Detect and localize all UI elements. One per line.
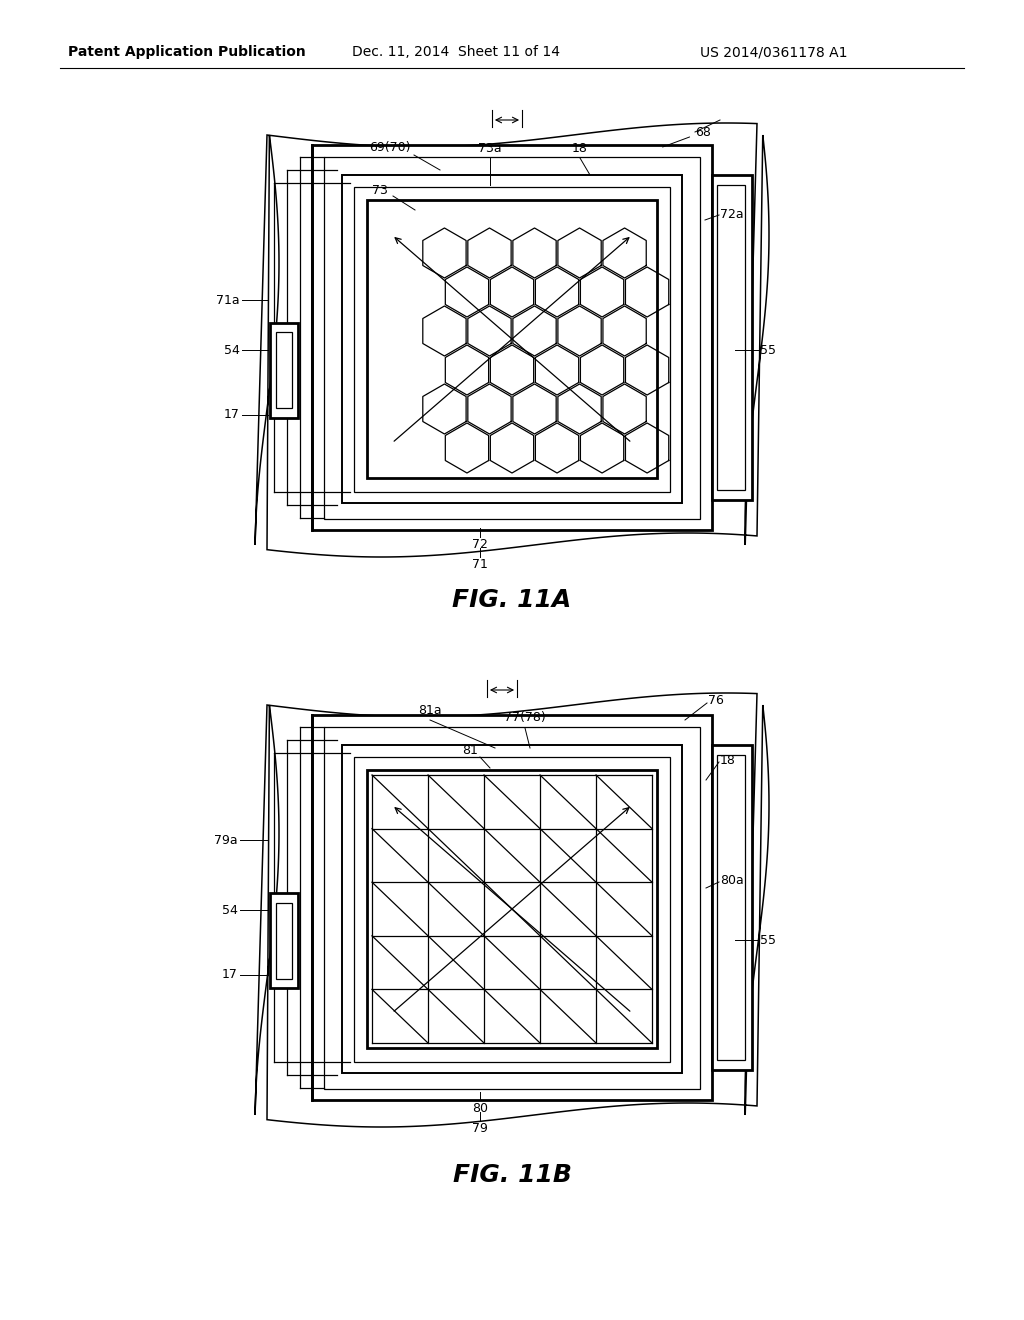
Text: 72a: 72a bbox=[720, 209, 743, 222]
PathPatch shape bbox=[255, 693, 769, 1127]
Text: 71: 71 bbox=[472, 558, 488, 572]
Text: 73: 73 bbox=[372, 183, 388, 197]
Text: 55: 55 bbox=[760, 343, 776, 356]
Text: 55: 55 bbox=[760, 933, 776, 946]
Text: FIG. 11A: FIG. 11A bbox=[453, 587, 571, 612]
Text: 18: 18 bbox=[720, 754, 736, 767]
Bar bbox=[712, 176, 752, 500]
Bar bbox=[276, 903, 292, 979]
Bar bbox=[276, 333, 292, 408]
PathPatch shape bbox=[255, 123, 769, 557]
Text: 54: 54 bbox=[222, 903, 238, 916]
Text: FIG. 11B: FIG. 11B bbox=[453, 1163, 571, 1187]
Bar bbox=[270, 323, 298, 418]
Bar bbox=[367, 770, 657, 1048]
Text: 79: 79 bbox=[472, 1122, 488, 1134]
Text: 71a: 71a bbox=[216, 293, 240, 306]
Bar bbox=[324, 727, 700, 1089]
Text: Patent Application Publication: Patent Application Publication bbox=[68, 45, 306, 59]
Bar bbox=[717, 755, 745, 1060]
Bar bbox=[342, 176, 682, 503]
Text: 81a: 81a bbox=[418, 704, 441, 717]
Text: 54: 54 bbox=[224, 343, 240, 356]
Bar bbox=[270, 894, 298, 987]
Text: 77(78): 77(78) bbox=[504, 711, 546, 725]
Bar bbox=[312, 145, 712, 531]
Text: 68: 68 bbox=[663, 125, 711, 147]
Text: 18: 18 bbox=[572, 141, 588, 154]
Text: 69(70): 69(70) bbox=[370, 141, 411, 154]
Text: 17: 17 bbox=[222, 969, 238, 982]
Text: 72: 72 bbox=[472, 539, 488, 552]
Text: Dec. 11, 2014  Sheet 11 of 14: Dec. 11, 2014 Sheet 11 of 14 bbox=[352, 45, 560, 59]
Bar bbox=[717, 185, 745, 490]
Text: 80: 80 bbox=[472, 1101, 488, 1114]
Text: 17: 17 bbox=[224, 408, 240, 421]
Bar bbox=[324, 157, 700, 519]
Text: US 2014/0361178 A1: US 2014/0361178 A1 bbox=[700, 45, 848, 59]
Text: 81: 81 bbox=[462, 743, 478, 756]
Bar bbox=[712, 744, 752, 1071]
Text: 79a: 79a bbox=[214, 833, 238, 846]
Bar bbox=[354, 756, 670, 1063]
Bar bbox=[342, 744, 682, 1073]
Text: 76: 76 bbox=[708, 693, 724, 706]
Bar bbox=[312, 715, 712, 1100]
Bar bbox=[367, 201, 657, 478]
Text: 73a: 73a bbox=[478, 141, 502, 154]
Text: 80a: 80a bbox=[720, 874, 743, 887]
Bar bbox=[354, 187, 670, 492]
